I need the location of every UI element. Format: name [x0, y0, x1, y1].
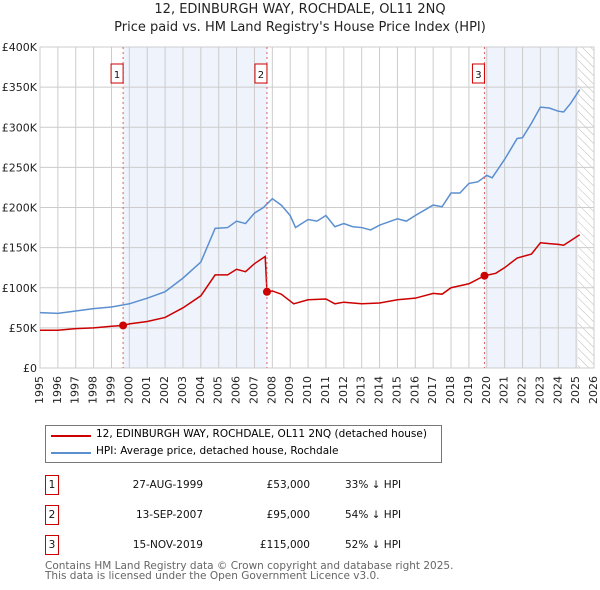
- transaction-badge: 2: [45, 505, 59, 525]
- transaction-date: 27-AUG-1999: [132, 479, 203, 491]
- x-tick-label: 2007: [247, 376, 260, 404]
- chart-subtitle: Price paid vs. HM Land Registry's House …: [114, 20, 486, 35]
- x-tick-label: 2010: [301, 376, 314, 404]
- x-tick-label: 2020: [480, 376, 493, 404]
- transaction-date: 13-SEP-2007: [135, 509, 203, 521]
- transaction-price: £53,000: [266, 479, 310, 491]
- x-tick-label: 1996: [51, 376, 64, 404]
- transaction-hpi: 52% ↓ HPI: [345, 539, 402, 551]
- transaction-badge: 1: [45, 475, 59, 495]
- x-tick-label: 2023: [533, 376, 546, 404]
- x-tick-label: 2026: [587, 376, 600, 404]
- sale-point: [119, 321, 128, 330]
- x-tick-label: 2016: [408, 376, 421, 404]
- sale-badge: [110, 63, 124, 84]
- transaction-row: 3 15-NOV-2019 £115,000 52% ↓ HPI: [45, 535, 465, 555]
- transaction-hpi: 54% ↓ HPI: [345, 509, 402, 521]
- series-line: [39, 89, 581, 315]
- sale-badge: [471, 63, 485, 84]
- x-tick-label: 2006: [230, 376, 243, 404]
- transaction-row: 2 13-SEP-2007 £95,000 54% ↓ HPI: [45, 505, 465, 525]
- sale-badge-number: 3: [475, 70, 481, 81]
- transaction-date: 15-NOV-2019: [132, 539, 203, 551]
- x-tick-label: 2001: [140, 376, 153, 404]
- y-tick-label: £350K: [2, 81, 38, 94]
- sale-badge-number: 2: [258, 70, 264, 81]
- y-tick-label: £400K: [2, 41, 38, 54]
- legend-blue-line: [51, 452, 91, 454]
- sale-point: [480, 271, 489, 280]
- x-tick-label: 2003: [176, 376, 189, 404]
- x-tick-label: 2005: [212, 376, 225, 404]
- sale-badge-number: 1: [114, 70, 120, 81]
- x-tick-label: 2019: [462, 376, 475, 404]
- footer-line2: This data is licensed under the Open Gov…: [45, 570, 380, 582]
- x-tick-label: 2000: [122, 376, 135, 404]
- x-tick-label: 2012: [337, 376, 350, 404]
- transaction-price: £115,000: [259, 539, 310, 551]
- x-tick-label: 1997: [69, 376, 82, 404]
- x-tick-label: 2002: [158, 376, 171, 404]
- transaction-hpi: 33% ↓ HPI: [345, 479, 402, 491]
- transaction-row: 1 27-AUG-1999 £53,000 33% ↓ HPI: [45, 475, 465, 495]
- x-tick-label: 2015: [390, 376, 403, 404]
- x-tick-label: 2013: [355, 376, 368, 404]
- y-tick-label: £100K: [2, 282, 38, 295]
- x-tick-label: 1998: [87, 376, 100, 404]
- chart-title: 12, EDINBURGH WAY, ROCHDALE, OL11 2NQ: [154, 2, 446, 17]
- footer: Contains HM Land Registry data © Crown c…: [45, 560, 454, 582]
- sale-point: [262, 287, 271, 296]
- x-tick-label: 2008: [265, 376, 278, 404]
- x-tick-label: 2011: [319, 376, 332, 404]
- chart-plot: 1995 1996 1997 1998 1999 2000 2001 2002 2003 2004…: [2, 41, 600, 404]
- y-tick-label: £0: [23, 362, 37, 375]
- y-tick-label: £200K: [2, 202, 38, 215]
- x-tick-label: 2009: [283, 376, 296, 404]
- legend-blue-label: HPI: Average price, detached house, Roch…: [96, 445, 339, 457]
- x-tick-label: 2017: [426, 376, 439, 404]
- footer-line1: Contains HM Land Registry data © Crown c…: [45, 560, 454, 572]
- series-line: [40, 234, 581, 332]
- plot-frame: [39, 46, 595, 369]
- x-tick-label: 2025: [569, 376, 582, 404]
- y-tick-label: £300K: [2, 121, 38, 134]
- x-tick-label: 1995: [33, 376, 46, 404]
- transaction-price: £95,000: [266, 509, 310, 521]
- legend: 12, EDINBURGH WAY, ROCHDALE, OL11 2NQ (d…: [45, 425, 442, 463]
- x-tick-label: 1999: [104, 376, 117, 404]
- x-tick-label: 2021: [498, 376, 511, 404]
- transaction-badge: 3: [45, 535, 59, 555]
- y-tick-label: £150K: [2, 242, 38, 255]
- x-tick-label: 2018: [444, 376, 457, 404]
- y-tick-label: £250K: [2, 161, 38, 174]
- x-tick-label: 2022: [516, 376, 529, 404]
- x-tick-label: 2014: [373, 376, 386, 404]
- sale-badge: [254, 63, 268, 84]
- x-tick-label: 2004: [194, 376, 207, 404]
- y-tick-label: £50K: [9, 322, 38, 335]
- legend-red-line: [51, 435, 91, 437]
- x-tick-label: 2024: [551, 376, 564, 404]
- legend-red-label: 12, EDINBURGH WAY, ROCHDALE, OL11 2NQ (d…: [96, 428, 427, 440]
